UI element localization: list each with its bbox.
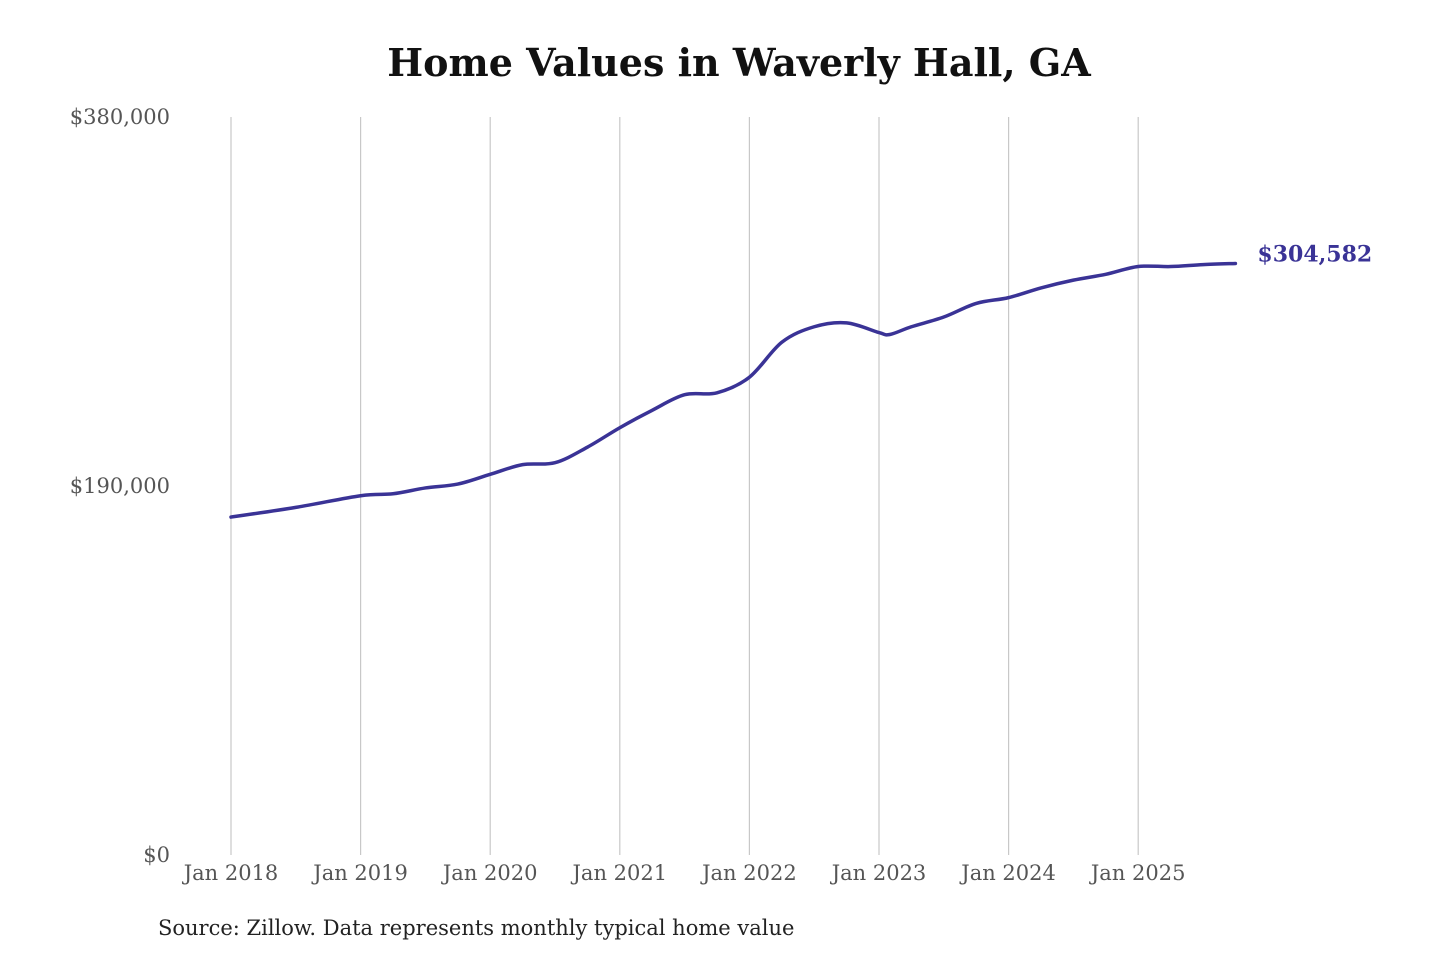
x-tick-label: Jan 2023 — [830, 861, 927, 885]
x-tick-label: Jan 2019 — [311, 861, 408, 885]
x-tick-label: Jan 2025 — [1089, 861, 1186, 885]
x-tick-label: Jan 2022 — [700, 861, 797, 885]
series-line — [229, 261, 1238, 519]
x-tick-label: Jan 2024 — [959, 861, 1056, 885]
x-tick-label: Jan 2020 — [441, 861, 538, 885]
x-tick-label: Jan 2021 — [571, 861, 668, 885]
source-note: Source: Zillow. Data represents monthly … — [158, 916, 795, 940]
y-tick-label: $380,000 — [70, 105, 170, 129]
x-tick-label: Jan 2018 — [182, 861, 279, 885]
end-value-label: $304,582 — [1257, 241, 1372, 267]
y-tick-label: $190,000 — [70, 474, 170, 498]
chart-title: Home Values in Waverly Hall, GA — [387, 40, 1091, 85]
y-tick-label: $0 — [143, 843, 170, 867]
